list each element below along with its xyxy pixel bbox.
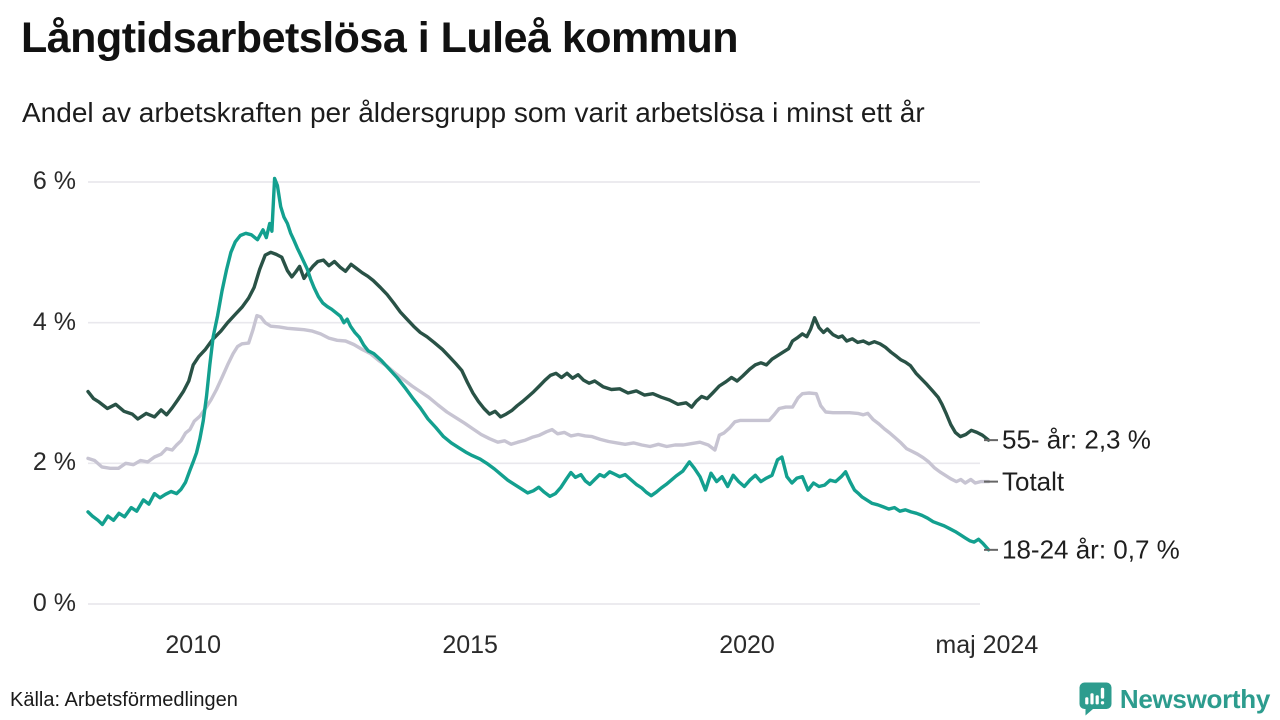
newsworthy-logo: Newsworthy (1079, 682, 1270, 716)
x-tick-label: 2015 (442, 631, 498, 659)
y-tick-label: 2 % (32, 448, 76, 477)
series-line-totalt (86, 313, 991, 485)
newsworthy-logo-icon (1079, 682, 1112, 716)
series-end-label-18_24_ar: 18-24 år: 0,7 % (1002, 534, 1180, 565)
series-line-18_24_ar (86, 176, 991, 552)
chart-subtitle: Andel av arbetskraften per åldersgrupp s… (22, 97, 925, 128)
x-tick-label: 2010 (165, 631, 222, 659)
source-note: Källa: Arbetsförmedlingen (10, 689, 238, 711)
series-end-label-totalt: Totalt (1002, 466, 1065, 497)
series-line-55_ar (86, 250, 991, 442)
x-tick-label: maj 2024 (935, 631, 1039, 659)
chart-title: Långtidsarbetslösa i Luleå kommun (21, 14, 739, 62)
newsworthy-brand-name: Newsworthy (1119, 683, 1270, 714)
y-tick-label: 6 % (32, 166, 76, 195)
y-tick-label: 0 % (32, 588, 76, 617)
x-tick-label: 2020 (719, 631, 775, 659)
series-end-label-55_ar: 55- år: 2,3 % (1002, 424, 1151, 455)
y-tick-label: 4 % (32, 307, 76, 336)
